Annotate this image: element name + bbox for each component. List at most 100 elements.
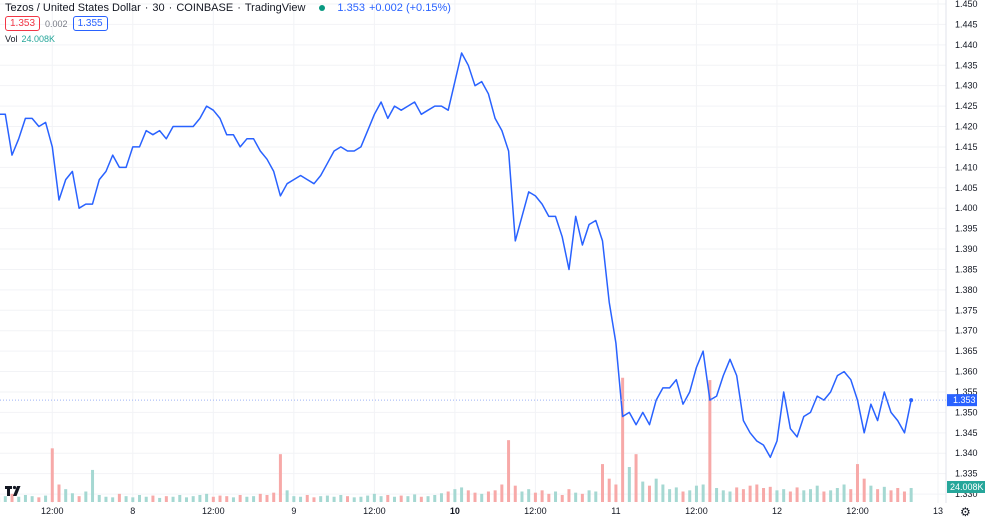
volume-bar	[184, 497, 188, 502]
tradingview-logo-icon[interactable]	[4, 484, 22, 498]
volume-bar	[621, 377, 625, 502]
volume-bar	[211, 496, 215, 502]
volume-bar	[379, 496, 383, 502]
y-tick-label: 1.330	[955, 489, 978, 499]
volume-bar	[735, 487, 739, 502]
volume-bar	[809, 489, 813, 502]
bid-ask: 1.353 0.002 1.355	[5, 16, 108, 31]
volume-bar	[446, 491, 450, 502]
volume-bar	[339, 495, 343, 502]
volume-bar	[91, 469, 95, 502]
last-price: 1.353	[337, 2, 365, 14]
volume-bar	[352, 497, 356, 502]
volume-bar	[218, 495, 222, 502]
volume-bar	[594, 491, 598, 502]
y-tick-label: 1.425	[955, 101, 978, 111]
last-price-badge-label: 1.353	[953, 395, 976, 405]
volume-bar	[151, 495, 155, 502]
volume-bar	[17, 496, 21, 502]
volume-bar	[198, 495, 202, 502]
volume-bar	[493, 490, 497, 502]
y-tick-label: 1.430	[955, 81, 978, 91]
y-tick-label: 1.450	[955, 0, 978, 9]
volume-bar	[802, 490, 806, 502]
volume-bar	[580, 493, 584, 502]
buy-button[interactable]: 1.355	[72, 16, 108, 31]
volume-bar	[453, 489, 457, 502]
volume-bar	[299, 496, 303, 502]
x-tick-label: 13	[933, 506, 943, 516]
volume-bar	[708, 380, 712, 502]
volume-bar	[560, 495, 564, 502]
x-tick-label: 8	[130, 506, 135, 516]
y-tick-label: 1.375	[955, 305, 978, 315]
y-tick-label: 1.395	[955, 224, 978, 234]
volume-bar	[896, 488, 900, 502]
volume-bar	[587, 490, 591, 502]
symbol-title[interactable]: Tezos / United States Dollar	[5, 2, 141, 14]
volume-bar	[64, 489, 68, 502]
volume-bar	[359, 496, 363, 502]
volume-bar	[902, 491, 906, 502]
volume-bar	[728, 491, 732, 502]
volume-bar	[527, 489, 531, 502]
spread: 0.002	[45, 18, 68, 29]
price-line	[0, 52, 912, 459]
volume-bar	[10, 493, 14, 502]
volume-bar	[795, 487, 799, 502]
volume-value: 24.008K	[21, 34, 56, 44]
volume-bar	[158, 497, 162, 502]
volume-bar	[762, 488, 766, 502]
volume-bar	[433, 495, 437, 502]
volume-bar	[392, 496, 396, 502]
volume-badge	[947, 481, 985, 493]
exchange: COINBASE	[176, 2, 234, 14]
x-tick-label: 10	[450, 506, 460, 516]
x-tick-label: 11	[611, 506, 620, 516]
volume-bar	[815, 485, 819, 502]
volume-bar	[715, 488, 719, 502]
interval[interactable]: 30	[152, 2, 165, 14]
volume-bar	[486, 491, 490, 502]
y-tick-label: 1.435	[955, 60, 978, 70]
volume-bar	[641, 481, 645, 502]
volume-bar	[131, 497, 135, 502]
x-tick-label: 12:00	[41, 506, 64, 516]
volume-bar	[325, 495, 329, 502]
volume-bar	[661, 484, 665, 502]
volume-bar	[547, 493, 551, 502]
volume-bar	[829, 490, 833, 502]
volume-bar	[882, 486, 886, 502]
volume-bar	[44, 495, 48, 502]
volume-bar	[84, 491, 88, 502]
y-tick-label: 1.365	[955, 346, 978, 356]
market-status-icon[interactable]	[319, 5, 326, 11]
volume-bar	[842, 484, 846, 502]
volume-bar	[332, 496, 336, 502]
volume-bar	[258, 493, 262, 502]
volume-bar	[876, 489, 880, 502]
volume-badge-label: 24.008K	[950, 482, 984, 492]
volume-bar	[654, 478, 658, 502]
volume-bar	[372, 493, 376, 502]
volume-bar	[540, 490, 544, 502]
volume-bar	[138, 495, 142, 502]
x-tick-label: 9	[291, 506, 296, 516]
x-tick-label: 12:00	[846, 506, 869, 516]
volume-bar	[23, 495, 27, 502]
volume-bar	[245, 496, 249, 502]
volume-bar	[399, 495, 403, 502]
volume-bar	[3, 496, 7, 502]
volume-bar	[862, 478, 866, 502]
y-tick-label: 1.400	[955, 203, 978, 213]
last-price-dot	[909, 398, 914, 403]
sell-button[interactable]: 1.353	[5, 16, 41, 31]
volume-bar	[191, 496, 195, 502]
volume-bar	[513, 485, 517, 502]
volume-bar	[775, 490, 779, 502]
settings-gear-icon[interactable]: ⚙	[960, 505, 971, 519]
volume-bar	[406, 496, 410, 502]
volume-bar	[647, 485, 651, 502]
volume-bar	[70, 493, 74, 502]
